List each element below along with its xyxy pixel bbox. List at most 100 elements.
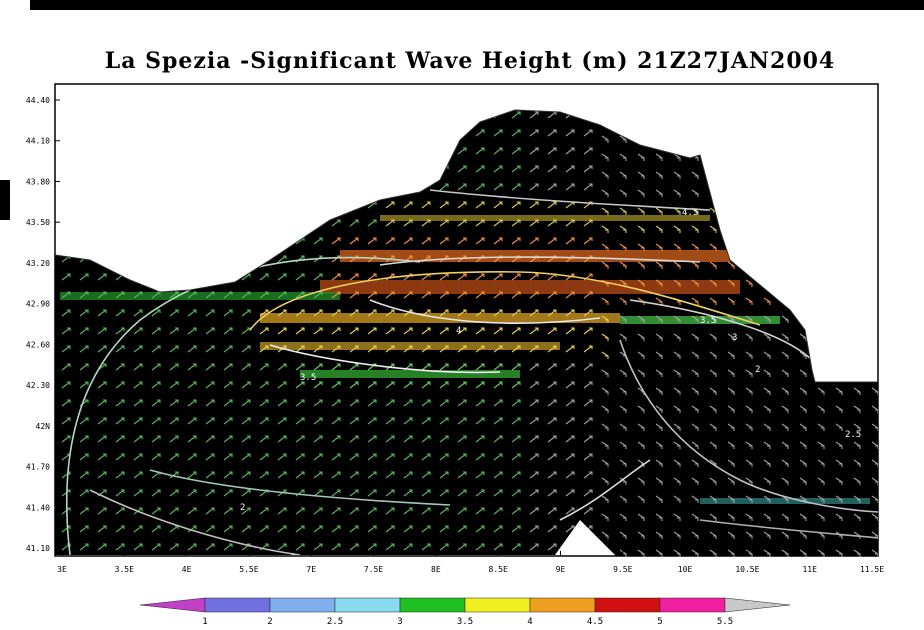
wave-vector-arrow [241,489,251,497]
wave-vector-arrow [331,363,341,371]
wave-vector-arrow [223,543,233,551]
wave-vector-arrow [547,237,557,245]
wave-vector-arrow [583,417,593,425]
wave-vector-arrow [817,459,825,467]
wave-vector-arrow [799,405,807,413]
wave-vector-arrow [619,531,627,539]
wave-vector-arrow [763,423,771,431]
wave-vector-arrow [655,441,663,449]
wave-vector-arrow [241,525,251,533]
wave-vector-arrow [457,363,467,371]
wave-vector-arrow [421,543,431,551]
wave-vector-arrow [511,417,521,425]
wave-vector-arrow [475,381,485,389]
wave-vector-arrow [187,435,197,443]
wave-vector-arrow [79,543,89,551]
wave-vector-arrow [439,489,449,497]
wave-vector-arrow [493,291,503,299]
wave-vector-arrow [547,147,557,155]
wave-vector-arrow [475,471,485,479]
wave-vector-arrow [547,309,557,317]
wave-vector-arrow [475,363,485,371]
wave-vector-arrow [169,471,179,479]
wave-vector-arrow [61,489,71,497]
wave-vector-arrow [601,531,609,539]
x-tick-label: 7E [306,565,316,574]
wave-vector-arrow [619,243,627,251]
wave-vector-arrow [655,243,663,251]
wave-vector-arrow [439,525,449,533]
wave-vector-arrow [511,363,521,371]
wave-vector-arrow [439,399,449,407]
wave-vector-arrow [853,387,861,395]
wave-vector-arrow [511,453,521,461]
wave-vector-arrow [313,237,323,245]
wave-vector-arrow [223,399,233,407]
wave-vector-arrow [619,423,627,431]
wave-vector-arrow [421,327,431,335]
wave-vector-arrow [241,345,251,353]
wave-vector-arrow [565,219,575,227]
wave-vector-arrow [673,531,681,539]
wave-vector-arrow [691,495,699,503]
wave-vector-arrow [403,453,413,461]
wave-vector-arrow [421,201,431,209]
wave-vector-arrow [709,297,717,305]
wave-vector-arrow [61,399,71,407]
wave-vector-arrow [799,477,807,485]
wave-vector-arrow [583,453,593,461]
wave-vector-arrow [367,417,377,425]
wave-vector-arrow [601,207,609,215]
wave-vector-arrow [691,171,699,179]
wave-vector-arrow [151,435,161,443]
wave-vector-arrow [223,453,233,461]
wave-vector-arrow [61,291,71,299]
wave-vector-arrow [313,453,323,461]
wave-vector-arrow [511,183,521,191]
wave-vector-arrow [421,435,431,443]
left-margin [0,0,30,630]
wave-vector-arrow [439,507,449,515]
wave-vector-arrow [133,399,143,407]
wave-vector-arrow [493,147,503,155]
wave-vector-arrow [421,471,431,479]
wave-vector-arrow [763,351,771,359]
wave-vector-arrow [457,345,467,353]
wave-vector-arrow [457,291,467,299]
wave-vector-arrow [475,327,485,335]
wave-vector-arrow [763,405,771,413]
wave-vector-arrow [493,507,503,515]
y-tick-label: 43.80 [26,177,50,186]
wave-vector-arrow [439,435,449,443]
wave-vector-arrow [745,441,753,449]
wave-vector-arrow [637,495,645,503]
wave-vector-arrow [349,435,359,443]
wave-vector-arrow [493,399,503,407]
wave-vector-arrow [511,165,521,173]
colorbar-segments [139,597,791,613]
wave-vector-arrow [763,477,771,485]
wave-vector-arrow [133,417,143,425]
wave-vector-arrow [763,369,771,377]
colorbar-label: 2 [267,617,272,627]
wave-vector-arrow [547,489,557,497]
wave-vector-arrow [187,345,197,353]
wave-vector-arrow [565,471,575,479]
wave-vector-arrow [259,417,269,425]
wave-vector-arrow [277,453,287,461]
wave-vector-arrow [115,471,125,479]
wave-vector-arrow [385,525,395,533]
wave-vector-arrow [529,165,539,173]
wave-vector-arrow [97,453,107,461]
wave-vector-arrow [709,369,717,377]
wave-vector-arrow [619,297,627,305]
wave-vector-arrow [115,543,125,551]
wave-vector-arrow [853,477,861,485]
wave-vector-arrow [529,543,539,551]
wave-vector-arrow [817,513,825,521]
wave-vector-arrow [709,243,717,251]
x-tick-label: 10.5E [735,565,759,574]
wave-vector-arrow [187,381,197,389]
wave-vector-arrow [655,513,663,521]
wave-vector-arrow [493,273,503,281]
